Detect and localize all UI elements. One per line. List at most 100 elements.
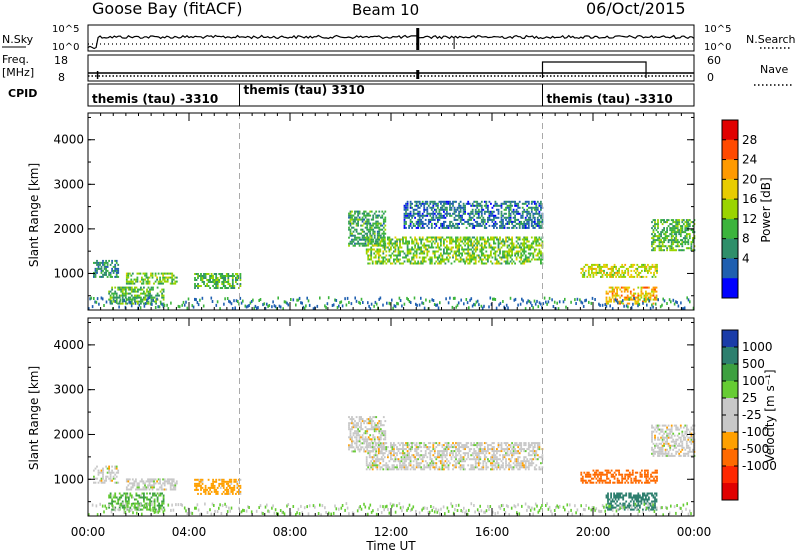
data-cell (202, 481, 204, 483)
data-cell (416, 442, 418, 444)
data-cell (375, 460, 377, 462)
data-cell (630, 274, 632, 276)
data-cell (466, 259, 468, 261)
data-cell (532, 225, 534, 227)
data-cell (616, 293, 618, 295)
data-cell (425, 446, 427, 448)
data-cell (98, 303, 100, 306)
nave-dip-start (97, 71, 99, 79)
data-cell (385, 448, 387, 450)
data-cell (404, 261, 406, 263)
data-cell (344, 297, 346, 300)
data-cell (451, 207, 453, 209)
data-cell (102, 276, 104, 278)
data-cell (163, 291, 165, 293)
data-cell (416, 460, 418, 462)
data-cell (437, 243, 439, 245)
power-cells (88, 201, 695, 310)
data-cell (390, 249, 392, 251)
data-cell (513, 213, 515, 215)
data-cell (466, 446, 468, 448)
data-cell (359, 217, 361, 219)
data-cell (606, 299, 608, 301)
data-cell (350, 231, 352, 233)
data-cell (446, 207, 448, 209)
data-cell (127, 277, 129, 279)
data-cell (111, 260, 113, 262)
data-cell (160, 495, 162, 497)
data-cell (417, 243, 419, 245)
data-cell (496, 209, 498, 211)
data-cell (95, 482, 97, 484)
data-cell (482, 466, 484, 468)
data-cell (413, 241, 415, 243)
data-cell (103, 304, 105, 307)
data-cell (519, 261, 521, 263)
data-cell (223, 483, 225, 485)
data-cell (215, 481, 217, 483)
data-cell (351, 420, 353, 422)
data-cell (645, 301, 647, 303)
data-cell (357, 221, 359, 223)
data-cell (117, 276, 119, 278)
data-cell (442, 255, 444, 257)
data-cell (397, 302, 399, 305)
data-cell (520, 247, 522, 249)
data-cell (200, 273, 202, 275)
data-cell (135, 480, 137, 482)
data-cell (370, 257, 372, 259)
data-cell (367, 245, 369, 247)
data-cell (522, 207, 524, 209)
data-cell (333, 303, 335, 306)
data-cell (677, 225, 679, 227)
data-cell (392, 245, 394, 247)
data-cell (448, 301, 450, 304)
data-cell (481, 211, 483, 213)
data-cell (623, 266, 625, 268)
data-cell (510, 213, 512, 215)
data-cell (463, 251, 465, 253)
data-cell (407, 442, 409, 444)
data-cell (162, 275, 164, 277)
data-cell (354, 432, 356, 434)
data-cell (368, 436, 370, 438)
data-cell (523, 263, 525, 265)
data-cell (140, 306, 142, 309)
data-cell (232, 279, 234, 281)
data-cell (93, 476, 95, 478)
data-cell (519, 225, 521, 227)
data-cell (237, 483, 239, 485)
data-cell (424, 307, 426, 310)
data-cell (502, 221, 504, 223)
data-cell (455, 452, 457, 454)
data-cell (174, 484, 176, 486)
data-cell (372, 434, 374, 436)
data-cell (442, 257, 444, 259)
data-cell (194, 283, 196, 285)
data-cell (484, 239, 486, 241)
data-cell (176, 281, 178, 283)
data-cell (656, 266, 658, 268)
data-cell (413, 259, 415, 261)
data-cell (132, 281, 134, 283)
data-cell (671, 223, 673, 225)
data-cell (396, 241, 398, 243)
data-cell (627, 291, 629, 293)
data-cell (354, 235, 356, 237)
data-cell (615, 268, 617, 270)
data-cell (641, 291, 643, 293)
data-cell (290, 298, 292, 301)
data-cell (481, 207, 483, 209)
data-cell (170, 486, 172, 488)
data-cell (404, 462, 406, 464)
data-cell (445, 263, 447, 265)
data-cell (369, 444, 371, 446)
data-cell (419, 213, 421, 215)
data-cell (437, 245, 439, 247)
data-cell (357, 225, 359, 227)
data-cell (439, 257, 441, 259)
data-cell (476, 213, 478, 215)
data-cell (369, 241, 371, 243)
data-cell (395, 237, 397, 239)
data-cell (647, 264, 649, 266)
